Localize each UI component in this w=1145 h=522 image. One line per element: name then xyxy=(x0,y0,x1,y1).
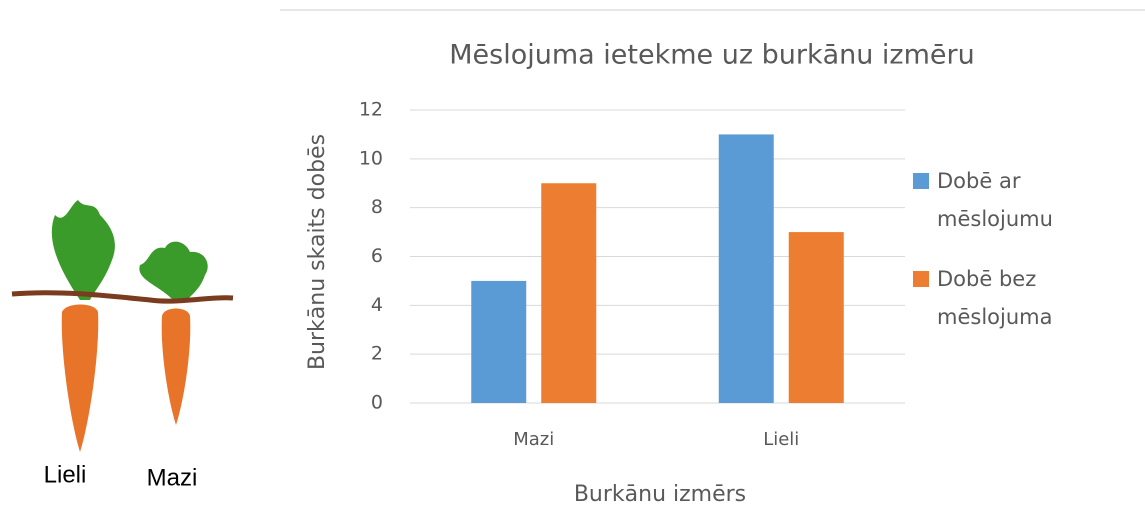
legend-label: Dobē bez mēslojuma xyxy=(937,260,1102,336)
legend-swatch xyxy=(913,271,929,287)
illustration-label: Mazi xyxy=(147,464,198,491)
bar xyxy=(541,183,596,403)
legend-label: Dobē ar mēslojumu xyxy=(937,162,1102,238)
bar xyxy=(719,134,774,403)
bar xyxy=(471,281,526,403)
illustration-label: Lieli xyxy=(44,461,87,488)
y-tick-label: 0 xyxy=(371,392,383,414)
y-tick-label: 4 xyxy=(371,294,383,316)
y-tick-label: 8 xyxy=(371,196,383,218)
y-tick-label: 2 xyxy=(371,343,383,365)
bar xyxy=(789,232,844,403)
y-tick-label: 6 xyxy=(371,245,383,267)
x-axis-title: Burkānu izmērs xyxy=(574,482,746,507)
y-axis-title: Burkānu skaits dobēs xyxy=(305,134,330,370)
x-tick-label: Lieli xyxy=(763,429,799,450)
legend-swatch xyxy=(913,173,929,189)
x-tick-label: Mazi xyxy=(513,429,554,450)
carrot-illustration xyxy=(12,200,233,452)
y-tick-label: 10 xyxy=(359,147,383,169)
page: Lieli Mazi Mēslojuma ietekme uz burkānu … xyxy=(0,0,1145,522)
y-tick-label: 12 xyxy=(359,99,383,121)
chart-title: Mēslojuma ietekme uz burkānu izmēru xyxy=(449,40,975,71)
